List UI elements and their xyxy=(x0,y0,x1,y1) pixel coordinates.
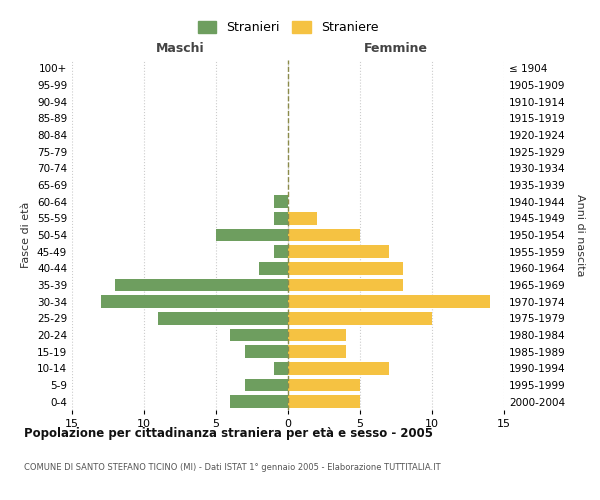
Bar xyxy=(101,296,288,308)
Bar xyxy=(288,296,490,308)
Bar xyxy=(288,379,360,391)
Bar xyxy=(288,279,403,291)
Bar xyxy=(288,362,389,374)
Text: Popolazione per cittadinanza straniera per età e sesso - 2005: Popolazione per cittadinanza straniera p… xyxy=(24,428,433,440)
Legend: Stranieri, Straniere: Stranieri, Straniere xyxy=(193,16,383,40)
Bar xyxy=(288,312,432,324)
Bar xyxy=(230,329,288,341)
Text: Femmine: Femmine xyxy=(364,42,428,55)
Text: COMUNE DI SANTO STEFANO TICINO (MI) - Dati ISTAT 1° gennaio 2005 - Elaborazione : COMUNE DI SANTO STEFANO TICINO (MI) - Da… xyxy=(24,462,440,471)
Text: Maschi: Maschi xyxy=(155,42,205,55)
Bar xyxy=(259,262,288,274)
Bar xyxy=(245,346,288,358)
Bar xyxy=(288,262,403,274)
Bar xyxy=(288,246,389,258)
Bar xyxy=(274,196,288,208)
Bar xyxy=(216,229,288,241)
Bar xyxy=(245,379,288,391)
Bar xyxy=(115,279,288,291)
Y-axis label: Anni di nascita: Anni di nascita xyxy=(575,194,585,276)
Bar xyxy=(288,346,346,358)
Bar xyxy=(288,212,317,224)
Bar xyxy=(274,246,288,258)
Bar xyxy=(274,212,288,224)
Bar xyxy=(288,329,346,341)
Bar xyxy=(158,312,288,324)
Bar xyxy=(230,396,288,408)
Y-axis label: Fasce di età: Fasce di età xyxy=(22,202,31,268)
Bar xyxy=(274,362,288,374)
Bar xyxy=(288,396,360,408)
Bar xyxy=(288,229,360,241)
